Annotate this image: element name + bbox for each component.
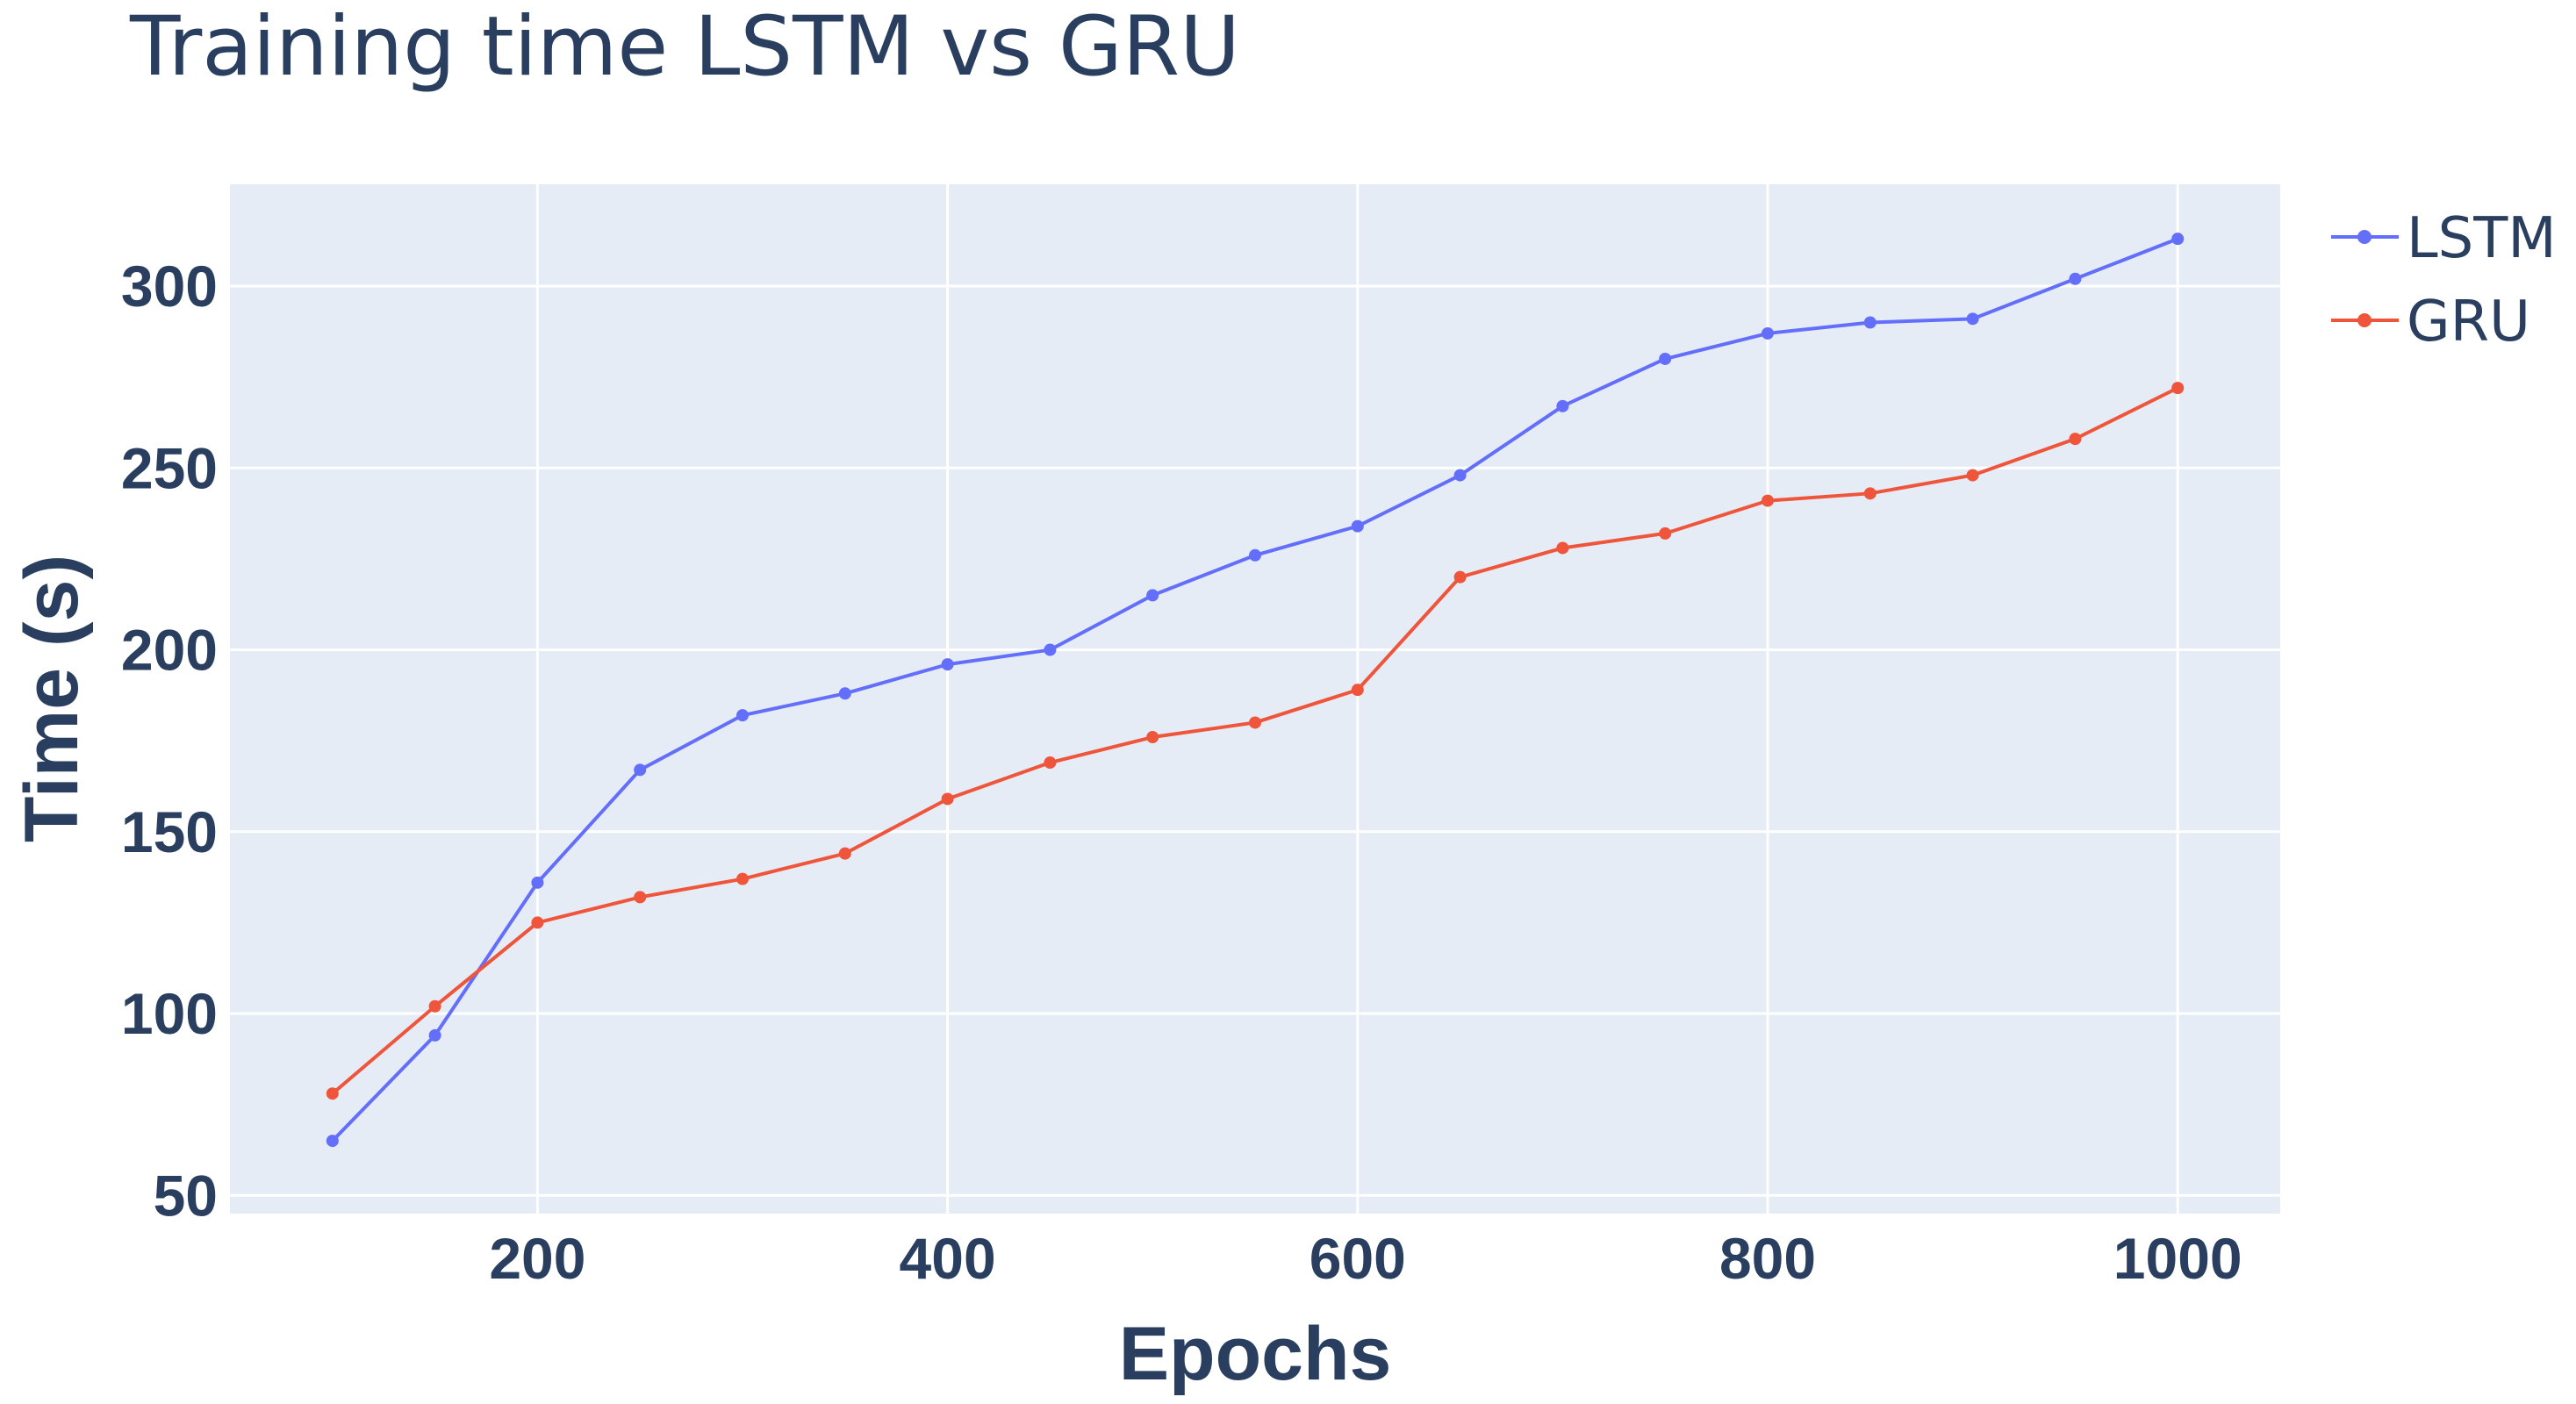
plot-area (230, 184, 2280, 1214)
data-point (1351, 684, 1364, 697)
legend-item-gru[interactable]: GRU (2331, 290, 2530, 355)
legend-label: GRU (2407, 290, 2530, 355)
data-point (531, 916, 544, 929)
data-point (634, 891, 647, 904)
data-point (838, 687, 851, 700)
data-point (2069, 433, 2082, 446)
legend[interactable]: LSTM GRU (2331, 206, 2557, 355)
data-point (326, 1135, 339, 1148)
x-tick-label: 400 (900, 1226, 996, 1291)
data-point (1044, 756, 1057, 770)
data-point (2171, 382, 2185, 395)
data-point (838, 847, 851, 860)
data-point (1453, 469, 1467, 482)
data-point (1249, 548, 1261, 562)
data-point (1966, 312, 1979, 326)
y-tick-label: 200 (121, 618, 218, 683)
data-point (941, 658, 954, 671)
data-point (1044, 643, 1057, 656)
x-tick-label: 1000 (2113, 1226, 2242, 1291)
data-point (1863, 316, 1876, 329)
y-tick-label: 150 (121, 799, 218, 864)
series-layer (326, 233, 2185, 1148)
x-tick-label: 200 (489, 1226, 585, 1291)
data-point (1249, 716, 1261, 729)
x-tick-label: 800 (1719, 1226, 1816, 1291)
data-point (428, 999, 441, 1013)
y-tick-labels: 50 100 150 200 250 300 (121, 254, 218, 1228)
data-point (428, 1028, 441, 1042)
y-tick-label: 100 (121, 981, 218, 1046)
data-point (1556, 541, 1569, 555)
y-tick-label: 250 (121, 435, 218, 500)
data-point (1966, 469, 1979, 482)
series-gru (326, 382, 2185, 1100)
data-point (1659, 526, 1672, 540)
y-tick-label: 300 (121, 254, 218, 319)
data-point (1762, 326, 1774, 340)
data-point (634, 763, 647, 777)
data-point (2069, 272, 2082, 285)
data-point (326, 1087, 339, 1100)
legend-swatch-marker (2357, 313, 2371, 327)
data-point (531, 876, 544, 889)
data-point (2171, 233, 2185, 246)
data-point (1146, 589, 1159, 602)
data-point (1863, 487, 1876, 500)
y-gridlines (230, 284, 2280, 1197)
data-point (1453, 570, 1467, 584)
data-point (1146, 731, 1159, 744)
series-lstm (326, 233, 2185, 1148)
legend-item-lstm[interactable]: LSTM (2331, 206, 2557, 271)
x-axis-title: Epochs (1119, 1312, 1392, 1396)
data-point (941, 792, 954, 806)
x-tick-labels: 200 400 600 800 1000 (489, 1226, 2242, 1291)
data-point (736, 872, 749, 885)
data-point (1762, 494, 1774, 507)
x-tick-label: 600 (1310, 1226, 1406, 1291)
chart-title: Training time LSTM vs GRU (129, 0, 1240, 95)
data-point (1556, 399, 1569, 412)
y-axis-title: Time (s) (10, 555, 94, 842)
data-point (736, 709, 749, 722)
x-gridlines (535, 184, 2179, 1214)
legend-label: LSTM (2407, 206, 2557, 271)
data-point (1659, 352, 1672, 365)
data-point (1351, 519, 1364, 533)
legend-swatch-marker (2357, 230, 2371, 244)
y-tick-label: 50 (154, 1163, 218, 1228)
